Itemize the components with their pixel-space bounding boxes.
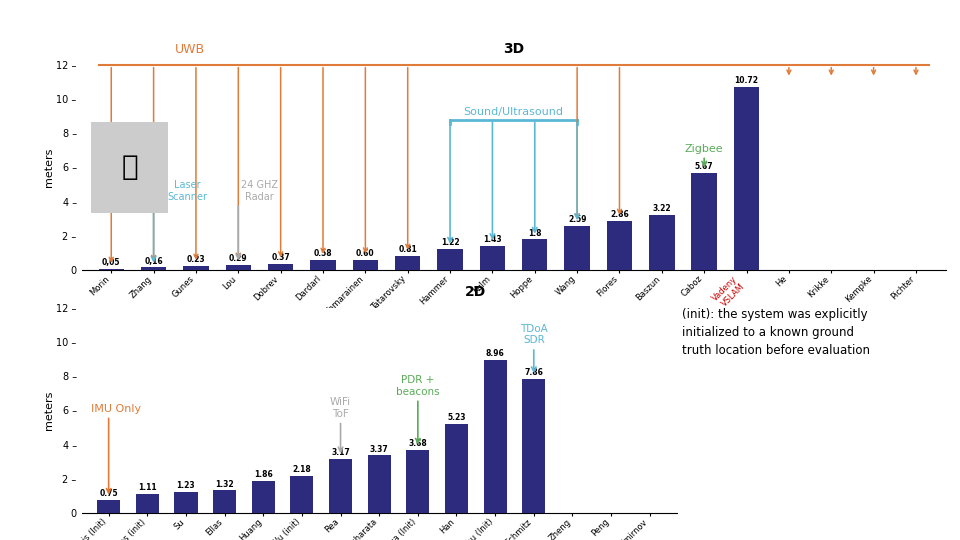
Text: 0.58: 0.58 (314, 249, 332, 258)
Bar (141, 267, 166, 270)
Bar (329, 459, 352, 513)
Bar (213, 490, 236, 513)
Text: 3.22: 3.22 (653, 204, 671, 213)
Text: 0,05: 0,05 (102, 259, 121, 267)
Text: 10.72: 10.72 (734, 76, 758, 85)
Bar (226, 265, 251, 270)
Text: 1.11: 1.11 (138, 483, 156, 492)
Text: Sound/Ultrasound: Sound/Ultrasound (464, 107, 564, 117)
Text: 3D: 3D (503, 42, 524, 56)
Text: 24 GHZ
Radar: 24 GHZ Radar (241, 180, 278, 201)
Text: 1.86: 1.86 (253, 470, 273, 480)
Bar (175, 492, 198, 513)
Bar (522, 379, 545, 513)
Text: 0.37: 0.37 (272, 253, 290, 262)
Text: 👤: 👤 (121, 153, 138, 181)
Text: 3.37: 3.37 (370, 444, 389, 454)
Text: 0.75: 0.75 (99, 489, 118, 498)
Bar (484, 360, 507, 513)
Bar (438, 249, 463, 270)
Bar (564, 226, 589, 270)
Bar (395, 256, 420, 270)
Bar (444, 423, 468, 513)
Bar (368, 455, 391, 513)
Bar (649, 215, 675, 270)
Text: 3.17: 3.17 (331, 448, 350, 457)
Text: WiFi
ToF: WiFi ToF (330, 397, 351, 419)
Text: 2.86: 2.86 (611, 211, 629, 219)
Text: PDR +
beacons: PDR + beacons (396, 375, 440, 397)
Text: 8.96: 8.96 (486, 349, 505, 358)
Text: 0.29: 0.29 (229, 254, 248, 264)
Bar (290, 476, 314, 513)
Text: 0.60: 0.60 (356, 249, 374, 258)
Bar (607, 221, 633, 270)
Bar (99, 269, 124, 270)
Bar (691, 173, 717, 270)
Text: 2D: 2D (466, 285, 487, 299)
Text: 1.32: 1.32 (215, 480, 234, 489)
Bar (352, 260, 378, 270)
Bar (135, 494, 159, 513)
Text: 2.18: 2.18 (293, 465, 311, 474)
Bar (522, 239, 547, 270)
Bar (733, 87, 759, 270)
Text: 1.22: 1.22 (441, 239, 460, 247)
Text: Laser
Scanner: Laser Scanner (167, 180, 207, 201)
Bar (310, 260, 336, 270)
Text: IMU Only: IMU Only (91, 404, 141, 414)
Bar (97, 500, 120, 513)
Y-axis label: meters: meters (43, 391, 54, 430)
Bar (268, 264, 294, 270)
Text: 3.68: 3.68 (408, 440, 427, 448)
Text: 0.23: 0.23 (186, 255, 205, 265)
Text: TDoA
SDR: TDoA SDR (520, 324, 547, 346)
Bar (480, 246, 505, 270)
Y-axis label: meters: meters (43, 148, 54, 187)
Text: 0,16: 0,16 (144, 256, 163, 266)
Text: 0.81: 0.81 (398, 246, 417, 254)
Text: 5.67: 5.67 (695, 163, 713, 171)
Bar (183, 266, 208, 270)
Text: (init): the system was explicitly
initialized to a known ground
truth location b: (init): the system was explicitly initia… (682, 308, 870, 357)
Text: UWB: UWB (175, 43, 204, 56)
Bar (406, 450, 429, 513)
Text: Zigbee: Zigbee (684, 144, 724, 154)
Bar (252, 481, 275, 513)
Text: 2.59: 2.59 (568, 215, 587, 224)
Text: 1.43: 1.43 (483, 235, 502, 244)
Text: 7.86: 7.86 (524, 368, 543, 377)
Text: 1.8: 1.8 (528, 228, 541, 238)
Text: 5.23: 5.23 (447, 413, 466, 422)
Text: 1.23: 1.23 (177, 481, 195, 490)
